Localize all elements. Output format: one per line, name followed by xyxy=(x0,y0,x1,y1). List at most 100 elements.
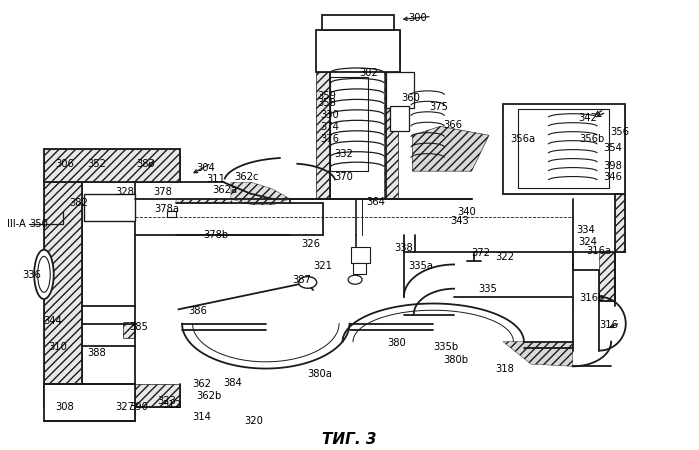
Text: 343: 343 xyxy=(450,216,469,226)
Bar xyxy=(519,109,609,188)
Text: 384: 384 xyxy=(223,378,242,388)
Text: 380: 380 xyxy=(387,338,406,347)
Text: 362c: 362c xyxy=(234,171,259,181)
Text: 310: 310 xyxy=(48,342,67,352)
Text: 346: 346 xyxy=(604,171,623,181)
Text: 300: 300 xyxy=(408,13,427,23)
Text: 360: 360 xyxy=(401,94,420,104)
Bar xyxy=(353,263,366,274)
Bar xyxy=(44,384,62,422)
Bar xyxy=(322,15,394,30)
Bar xyxy=(384,72,398,199)
Bar xyxy=(85,194,135,220)
Text: 336: 336 xyxy=(22,270,41,280)
Text: 352: 352 xyxy=(87,159,106,170)
Polygon shape xyxy=(231,182,290,205)
Text: 338: 338 xyxy=(394,243,413,253)
Text: 344: 344 xyxy=(43,316,62,326)
Text: 324: 324 xyxy=(579,237,598,247)
Text: 383: 383 xyxy=(136,159,155,170)
Circle shape xyxy=(348,275,362,284)
Text: 314: 314 xyxy=(192,412,211,422)
Bar xyxy=(384,30,400,72)
Text: 322: 322 xyxy=(495,252,514,262)
Text: 327: 327 xyxy=(115,402,134,412)
Text: 378a: 378a xyxy=(154,204,179,214)
Bar xyxy=(599,252,614,301)
Text: 332: 332 xyxy=(335,149,354,159)
Text: 316a: 316a xyxy=(586,246,612,256)
Text: 364: 364 xyxy=(366,197,385,207)
Text: 326: 326 xyxy=(302,239,321,249)
Text: 320: 320 xyxy=(244,417,263,427)
Text: 362b: 362b xyxy=(196,392,221,401)
Text: 356b: 356b xyxy=(579,134,605,144)
Text: 386: 386 xyxy=(188,306,207,316)
Ellipse shape xyxy=(38,256,50,292)
Bar xyxy=(386,72,414,108)
Text: 380a: 380a xyxy=(308,369,333,379)
Text: 375: 375 xyxy=(429,103,448,112)
Text: 335b: 335b xyxy=(433,342,459,352)
Text: 306: 306 xyxy=(55,159,74,170)
Text: 356: 356 xyxy=(611,127,630,137)
Text: 304: 304 xyxy=(196,162,215,173)
Text: 358: 358 xyxy=(318,98,337,108)
Circle shape xyxy=(298,277,317,288)
Ellipse shape xyxy=(34,250,54,299)
Text: 356a: 356a xyxy=(510,134,535,144)
Text: 366: 366 xyxy=(443,121,462,130)
Text: 335: 335 xyxy=(478,284,497,294)
Text: 374: 374 xyxy=(321,122,340,132)
Text: 362: 362 xyxy=(192,379,211,389)
Bar xyxy=(123,322,136,338)
Bar xyxy=(386,72,414,108)
Text: 387: 387 xyxy=(293,275,312,285)
Text: 308: 308 xyxy=(55,402,74,412)
Text: 350: 350 xyxy=(29,219,48,229)
Text: 359: 359 xyxy=(317,91,337,101)
Text: 323: 323 xyxy=(157,396,176,406)
Bar xyxy=(316,30,400,72)
Bar xyxy=(167,211,176,217)
Text: 342: 342 xyxy=(579,113,598,123)
Bar xyxy=(351,248,370,263)
Bar xyxy=(614,194,625,252)
Text: 382: 382 xyxy=(69,198,88,208)
Text: 335a: 335a xyxy=(408,261,433,271)
Text: 372: 372 xyxy=(471,248,490,258)
Text: 328: 328 xyxy=(115,187,134,197)
Text: 302: 302 xyxy=(359,68,378,78)
Bar xyxy=(390,106,410,131)
Text: 388: 388 xyxy=(87,348,106,358)
Text: 398: 398 xyxy=(604,161,623,171)
Text: ΤИГ. 3: ΤИГ. 3 xyxy=(322,432,377,447)
Text: 362a: 362a xyxy=(212,185,238,195)
Bar xyxy=(330,77,368,171)
Bar xyxy=(44,149,180,182)
Bar xyxy=(503,104,625,194)
Text: 378b: 378b xyxy=(203,230,228,240)
Bar xyxy=(44,182,82,384)
Text: 316b: 316b xyxy=(579,292,605,303)
Bar xyxy=(316,72,330,199)
Text: 354: 354 xyxy=(604,143,623,153)
Bar xyxy=(176,199,232,203)
Bar xyxy=(503,104,625,194)
Bar xyxy=(44,384,180,407)
Text: 311: 311 xyxy=(206,174,225,184)
Text: III-A: III-A xyxy=(6,219,25,229)
Text: 380b: 380b xyxy=(443,356,468,365)
Text: 334: 334 xyxy=(576,225,595,235)
Text: 385: 385 xyxy=(129,322,148,332)
Text: 378: 378 xyxy=(153,187,172,197)
Text: 376: 376 xyxy=(320,134,340,144)
Polygon shape xyxy=(503,342,572,366)
Text: 370: 370 xyxy=(335,171,354,181)
Text: 390: 390 xyxy=(129,402,148,412)
Text: 316: 316 xyxy=(600,320,619,329)
Bar xyxy=(316,30,331,72)
Text: 340: 340 xyxy=(457,207,476,217)
Text: 312: 312 xyxy=(162,400,181,410)
Text: 321: 321 xyxy=(313,261,333,271)
